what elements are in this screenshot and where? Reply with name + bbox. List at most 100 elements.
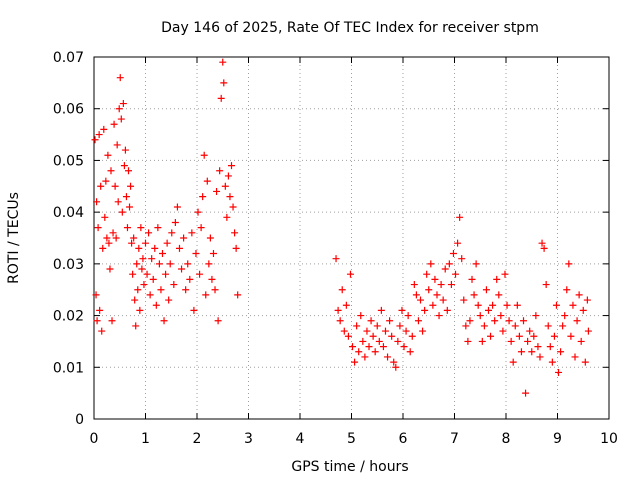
data-point	[127, 183, 134, 190]
data-point	[543, 281, 550, 288]
data-point	[230, 203, 237, 210]
data-point	[530, 333, 537, 340]
data-point	[180, 235, 187, 242]
data-point	[363, 328, 370, 335]
data-point	[104, 152, 111, 159]
data-point	[374, 322, 381, 329]
data-point	[138, 266, 145, 273]
data-point	[442, 266, 449, 273]
data-point	[118, 116, 125, 123]
data-point	[188, 229, 195, 236]
data-point	[357, 312, 364, 319]
data-point	[111, 121, 118, 128]
data-point	[493, 276, 500, 283]
data-point	[431, 276, 438, 283]
data-point	[140, 281, 147, 288]
data-point	[145, 229, 152, 236]
data-point	[582, 359, 589, 366]
data-point	[518, 348, 525, 355]
data-point	[580, 307, 587, 314]
data-point	[226, 193, 233, 200]
data-point	[207, 235, 214, 242]
data-point	[208, 276, 215, 283]
data-point	[92, 136, 99, 143]
data-point	[549, 359, 556, 366]
chart-title: Day 146 of 2025, Rate Of TEC Index for r…	[161, 20, 539, 36]
data-point	[421, 307, 428, 314]
data-point	[545, 322, 552, 329]
data-point	[366, 343, 373, 350]
data-point	[150, 276, 157, 283]
data-point	[222, 183, 229, 190]
data-point	[347, 271, 354, 278]
data-point	[204, 178, 211, 185]
grid-lines	[94, 57, 609, 419]
data-point	[142, 240, 149, 247]
data-point	[382, 328, 389, 335]
data-point	[396, 322, 403, 329]
data-point	[448, 281, 455, 288]
y-tick-label: 0	[75, 412, 84, 428]
data-point	[506, 317, 513, 324]
data-point	[534, 343, 541, 350]
data-point	[462, 322, 469, 329]
data-point	[159, 250, 166, 257]
data-point	[231, 229, 238, 236]
data-point	[436, 312, 443, 319]
x-tick-label: 6	[399, 431, 408, 447]
data-point	[456, 214, 463, 221]
data-point	[199, 193, 206, 200]
data-point	[335, 307, 342, 314]
data-point	[524, 338, 531, 345]
data-point	[129, 271, 136, 278]
data-point	[148, 255, 155, 262]
data-point	[122, 147, 129, 154]
data-point	[559, 322, 566, 329]
data-point	[151, 245, 158, 252]
data-point	[359, 338, 366, 345]
data-point	[551, 333, 558, 340]
data-point	[563, 286, 570, 293]
data-point	[419, 328, 426, 335]
data-point	[100, 126, 107, 133]
data-point	[162, 271, 169, 278]
data-point	[216, 167, 223, 174]
data-point	[144, 271, 151, 278]
data-point	[337, 317, 344, 324]
data-point	[137, 224, 144, 231]
data-point	[423, 271, 430, 278]
data-point	[466, 317, 473, 324]
data-point	[491, 317, 498, 324]
y-tick-label: 0.05	[53, 153, 84, 169]
data-point	[475, 302, 482, 309]
data-point	[576, 291, 583, 298]
data-point	[190, 307, 197, 314]
data-point	[522, 390, 529, 397]
data-point	[499, 328, 506, 335]
data-point	[458, 255, 465, 262]
data-point	[361, 353, 368, 360]
data-point	[574, 317, 581, 324]
data-point	[192, 250, 199, 257]
data-point	[157, 286, 164, 293]
data-point	[101, 214, 108, 221]
y-tick-label: 0.02	[53, 309, 84, 325]
data-point	[450, 250, 457, 257]
data-point	[532, 312, 539, 319]
data-point	[504, 302, 511, 309]
x-tick-label: 8	[502, 431, 511, 447]
data-point	[351, 359, 358, 366]
data-point	[495, 291, 502, 298]
data-point	[460, 297, 467, 304]
data-point	[178, 266, 185, 273]
data-point	[95, 224, 102, 231]
data-point	[481, 322, 488, 329]
data-point	[508, 338, 515, 345]
data-point	[526, 328, 533, 335]
x-tick-label: 0	[90, 431, 99, 447]
data-point	[110, 229, 117, 236]
data-point	[184, 260, 191, 267]
data-point	[215, 317, 222, 324]
data-point	[136, 307, 143, 314]
data-point	[510, 359, 517, 366]
